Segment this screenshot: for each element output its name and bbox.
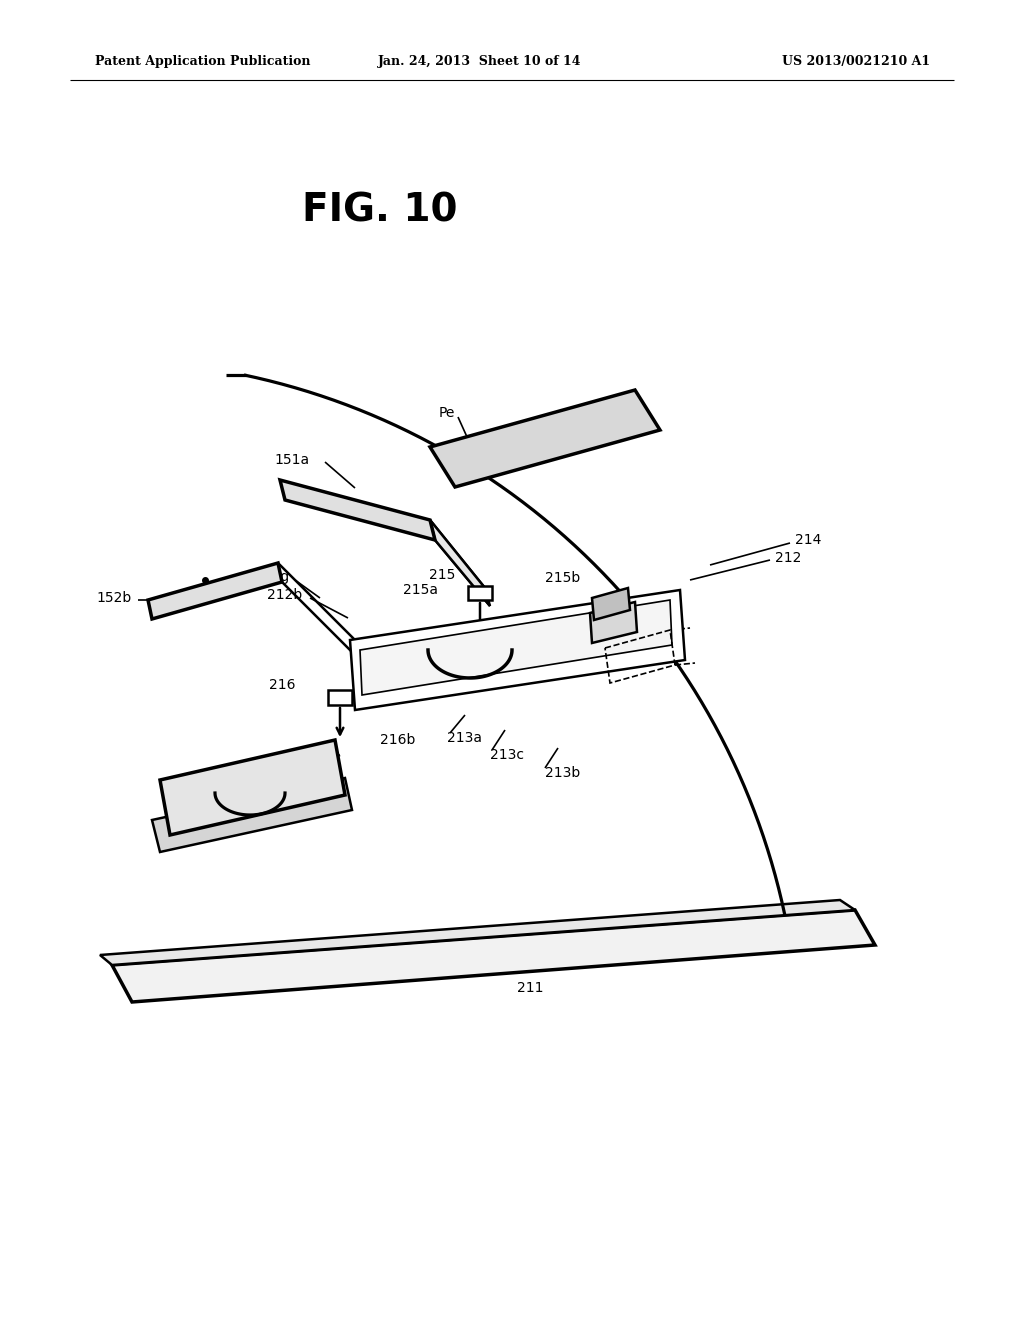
FancyBboxPatch shape	[328, 690, 352, 705]
Text: Pg: Pg	[272, 570, 290, 583]
Text: 213a: 213a	[447, 731, 482, 744]
Text: H: H	[530, 421, 541, 436]
Polygon shape	[280, 480, 435, 540]
Polygon shape	[350, 590, 685, 710]
Polygon shape	[160, 741, 345, 836]
Polygon shape	[430, 389, 660, 487]
Text: 213: 213	[391, 653, 418, 667]
Text: 216: 216	[269, 678, 296, 692]
Text: 212: 212	[775, 550, 802, 565]
Polygon shape	[148, 564, 282, 619]
Polygon shape	[592, 587, 630, 620]
Polygon shape	[360, 601, 672, 696]
Text: 216a: 216a	[183, 774, 218, 787]
Text: FIG. 10: FIG. 10	[302, 191, 458, 228]
Text: Patent Application Publication: Patent Application Publication	[95, 55, 310, 69]
Polygon shape	[430, 520, 490, 606]
Text: 151a: 151a	[274, 453, 310, 467]
Text: 214: 214	[795, 533, 821, 546]
Text: 215b: 215b	[545, 572, 581, 585]
Polygon shape	[152, 777, 352, 851]
Polygon shape	[100, 900, 855, 965]
Polygon shape	[590, 602, 637, 643]
Text: 216b: 216b	[380, 733, 416, 747]
Text: 212b: 212b	[266, 587, 302, 602]
Text: Pe: Pe	[438, 407, 455, 420]
Text: 215a: 215a	[403, 583, 438, 597]
Text: 152b: 152b	[96, 591, 132, 605]
FancyBboxPatch shape	[468, 586, 492, 601]
Text: 211: 211	[517, 981, 544, 995]
Polygon shape	[112, 909, 874, 1002]
Text: 215: 215	[429, 568, 455, 582]
Text: 213c: 213c	[490, 748, 524, 762]
Text: Jan. 24, 2013  Sheet 10 of 14: Jan. 24, 2013 Sheet 10 of 14	[378, 55, 582, 69]
Text: 213b: 213b	[545, 766, 581, 780]
Text: US 2013/0021210 A1: US 2013/0021210 A1	[782, 55, 930, 69]
